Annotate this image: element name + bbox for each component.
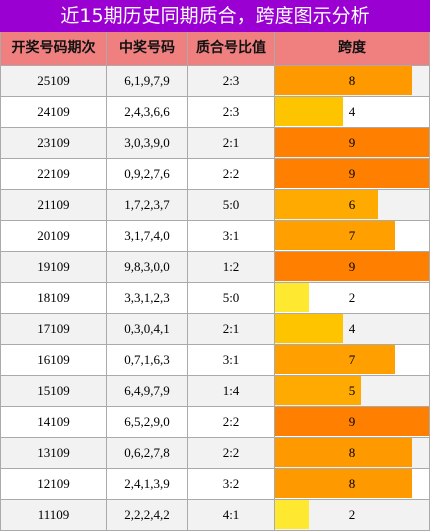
span-label: 5 (348, 383, 356, 398)
table-cell: 3:1 (188, 221, 275, 252)
span-cell: 8 (275, 469, 430, 500)
table-cell: 2:1 (188, 128, 275, 159)
span-cell: 9 (275, 128, 430, 159)
table-cell: 16109 (0, 345, 107, 376)
span-bar (275, 252, 429, 281)
table-cell: 12109 (0, 469, 107, 500)
table-cell: 4:1 (188, 500, 275, 531)
span-bar (275, 159, 429, 188)
table-cell: 2:2 (188, 438, 275, 469)
span-label: 7 (348, 352, 356, 367)
table-cell: 2:1 (188, 314, 275, 345)
table-cell: 13109 (0, 438, 107, 469)
span-bar (275, 438, 412, 467)
header-cell: 中奖号码 (107, 32, 188, 66)
span-label: 8 (348, 476, 356, 491)
span-bar (275, 314, 344, 343)
span-label: 9 (348, 414, 356, 429)
table-cell: 2,2,2,4,2 (107, 500, 188, 531)
span-cell: 9 (275, 159, 430, 190)
table-cell: 2:3 (188, 66, 275, 97)
table-cell: 23109 (0, 128, 107, 159)
span-bar (275, 97, 344, 126)
span-label: 2 (348, 290, 356, 305)
span-bar (275, 66, 412, 95)
span-label: 7 (348, 228, 356, 243)
header-cell: 跨度 (275, 32, 430, 66)
table-cell: 5:0 (188, 283, 275, 314)
title: 近15期历史同期质合，跨度图示分析 (0, 0, 430, 32)
table-cell: 25109 (0, 66, 107, 97)
header-cell: 质合号比值 (188, 32, 275, 66)
table-cell: 15109 (0, 376, 107, 407)
table-cell: 0,3,0,4,1 (107, 314, 188, 345)
table-cell: 6,1,9,7,9 (107, 66, 188, 97)
span-label: 9 (348, 135, 356, 150)
table-cell: 0,6,2,7,8 (107, 438, 188, 469)
span-cell: 2 (275, 500, 430, 531)
span-label: 2 (348, 507, 356, 522)
span-bar (275, 128, 429, 157)
table-cell: 18109 (0, 283, 107, 314)
table-cell: 0,7,1,6,3 (107, 345, 188, 376)
span-label: 9 (348, 259, 356, 274)
span-bar (275, 221, 395, 250)
span-cell: 9 (275, 252, 430, 283)
span-cell: 7 (275, 345, 430, 376)
table-cell: 14109 (0, 407, 107, 438)
table-cell: 1,7,2,3,7 (107, 190, 188, 221)
span-cell: 8 (275, 438, 430, 469)
span-label: 8 (348, 445, 356, 460)
span-label: 8 (348, 73, 356, 88)
table-cell: 2:2 (188, 159, 275, 190)
span-cell: 8 (275, 66, 430, 97)
span-cell: 2 (275, 283, 430, 314)
table-cell: 2:2 (188, 407, 275, 438)
span-label: 4 (348, 104, 356, 119)
table-cell: 2,4,3,6,6 (107, 97, 188, 128)
header-cell: 开奖号码期次 (0, 32, 107, 66)
table-cell: 3,3,1,2,3 (107, 283, 188, 314)
span-label: 9 (348, 166, 356, 181)
table-cell: 1:4 (188, 376, 275, 407)
table-cell: 6,4,9,7,9 (107, 376, 188, 407)
span-cell: 4 (275, 97, 430, 128)
table-cell: 17109 (0, 314, 107, 345)
span-cell: 9 (275, 407, 430, 438)
table-cell: 1:2 (188, 252, 275, 283)
span-label: 6 (348, 197, 356, 212)
table-cell: 3:1 (188, 345, 275, 376)
table-cell: 22109 (0, 159, 107, 190)
table-cell: 3,1,7,4,0 (107, 221, 188, 252)
span-cell: 7 (275, 221, 430, 252)
span-cell: 5 (275, 376, 430, 407)
span-bar (275, 376, 361, 405)
table-cell: 2:3 (188, 97, 275, 128)
span-bar (275, 500, 310, 529)
table-cell: 21109 (0, 190, 107, 221)
table-cell: 11109 (0, 500, 107, 531)
span-bar (275, 469, 412, 498)
span-bar (275, 190, 378, 219)
table-cell: 20109 (0, 221, 107, 252)
span-cell: 6 (275, 190, 430, 221)
span-label: 4 (348, 321, 356, 336)
table-cell: 3,0,3,9,0 (107, 128, 188, 159)
table-cell: 2,4,1,3,9 (107, 469, 188, 500)
table-cell: 5:0 (188, 190, 275, 221)
span-bar (275, 407, 429, 436)
table-cell: 19109 (0, 252, 107, 283)
table-cell: 6,5,2,9,0 (107, 407, 188, 438)
span-bar (275, 283, 310, 312)
table-cell: 0,9,2,7,6 (107, 159, 188, 190)
span-bar (275, 345, 395, 374)
table-cell: 9,8,3,0,0 (107, 252, 188, 283)
table-cell: 3:2 (188, 469, 275, 500)
span-cell: 4 (275, 314, 430, 345)
table-cell: 24109 (0, 97, 107, 128)
